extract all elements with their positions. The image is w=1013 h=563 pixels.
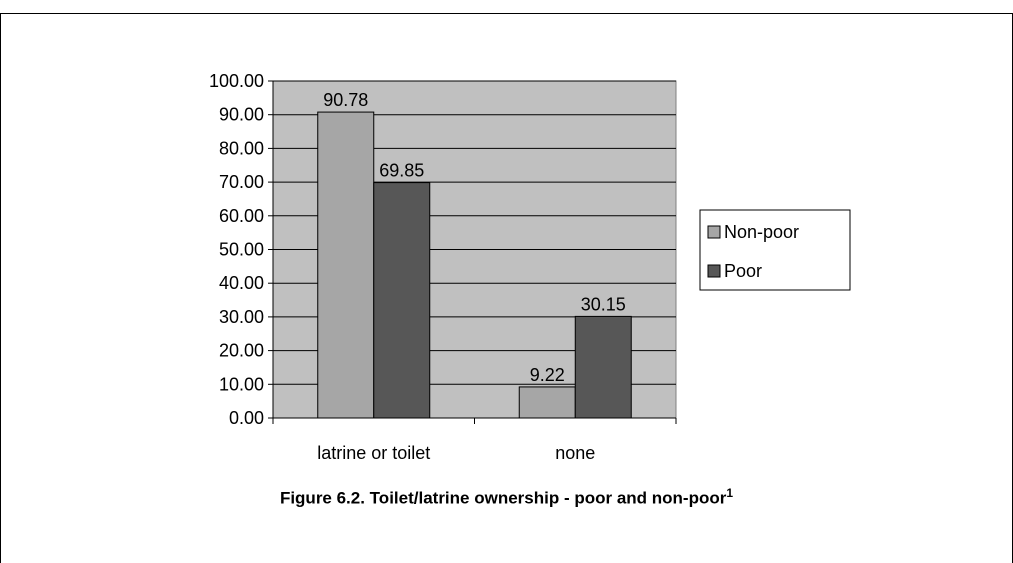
data-labels: 90.78 69.85 9.22 30.15	[323, 90, 626, 385]
x-category-labels: latrine or toilet none	[317, 443, 595, 463]
data-label-2: 9.22	[530, 365, 565, 385]
y-tick-label-2: 20.00	[219, 341, 264, 361]
y-tick-label-9: 90.00	[219, 105, 264, 125]
page-border-top	[0, 13, 1013, 14]
page-border-left	[0, 13, 1, 563]
bar-chart: 0.00 10.00 20.00 30.00 40.00 50.00 60.00 70.00 8…	[209, 71, 851, 463]
x-category-label-0: latrine or toilet	[317, 443, 430, 463]
y-tick-label-0: 0.00	[229, 408, 264, 428]
y-tick-label-1: 10.00	[219, 374, 264, 394]
bar-poor-latrine-or-toilet	[373, 182, 431, 419]
bars	[317, 111, 632, 419]
y-tick-label-4: 40.00	[219, 273, 264, 293]
data-label-1: 69.85	[379, 161, 424, 181]
y-tick-label-7: 70.00	[219, 172, 264, 192]
figure-caption: Figure 6.2. Toilet/latrine ownership - p…	[0, 486, 1013, 509]
legend: Non-poor Poor	[699, 209, 851, 291]
caption-footnote-marker: 1	[726, 486, 734, 500]
y-tick-label-8: 80.00	[219, 138, 264, 158]
y-tick-labels: 0.00 10.00 20.00 30.00 40.00 50.00 60.00 70.00 8…	[209, 71, 264, 428]
x-category-label-1: none	[555, 443, 595, 463]
bar-poor-none	[574, 315, 632, 419]
legend-swatch-poor	[707, 264, 721, 278]
legend-box	[699, 209, 851, 291]
legend-label-non-poor: Non-poor	[724, 222, 799, 242]
y-tick-label-10: 100.00	[209, 71, 264, 91]
axes	[268, 80, 677, 424]
legend-label-poor: Poor	[724, 261, 762, 281]
bar-non-poor-latrine-or-toilet	[317, 111, 375, 419]
caption-text: Figure 6.2. Toilet/latrine ownership - p…	[279, 488, 727, 508]
bar-non-poor-none	[518, 386, 576, 419]
data-label-3: 30.15	[581, 294, 626, 314]
y-tick-label-6: 60.00	[219, 206, 264, 226]
y-tick-label-3: 30.00	[219, 307, 264, 327]
legend-swatch-non-poor	[707, 225, 721, 239]
data-label-0: 90.78	[323, 90, 368, 110]
y-tick-label-5: 50.00	[219, 240, 264, 260]
